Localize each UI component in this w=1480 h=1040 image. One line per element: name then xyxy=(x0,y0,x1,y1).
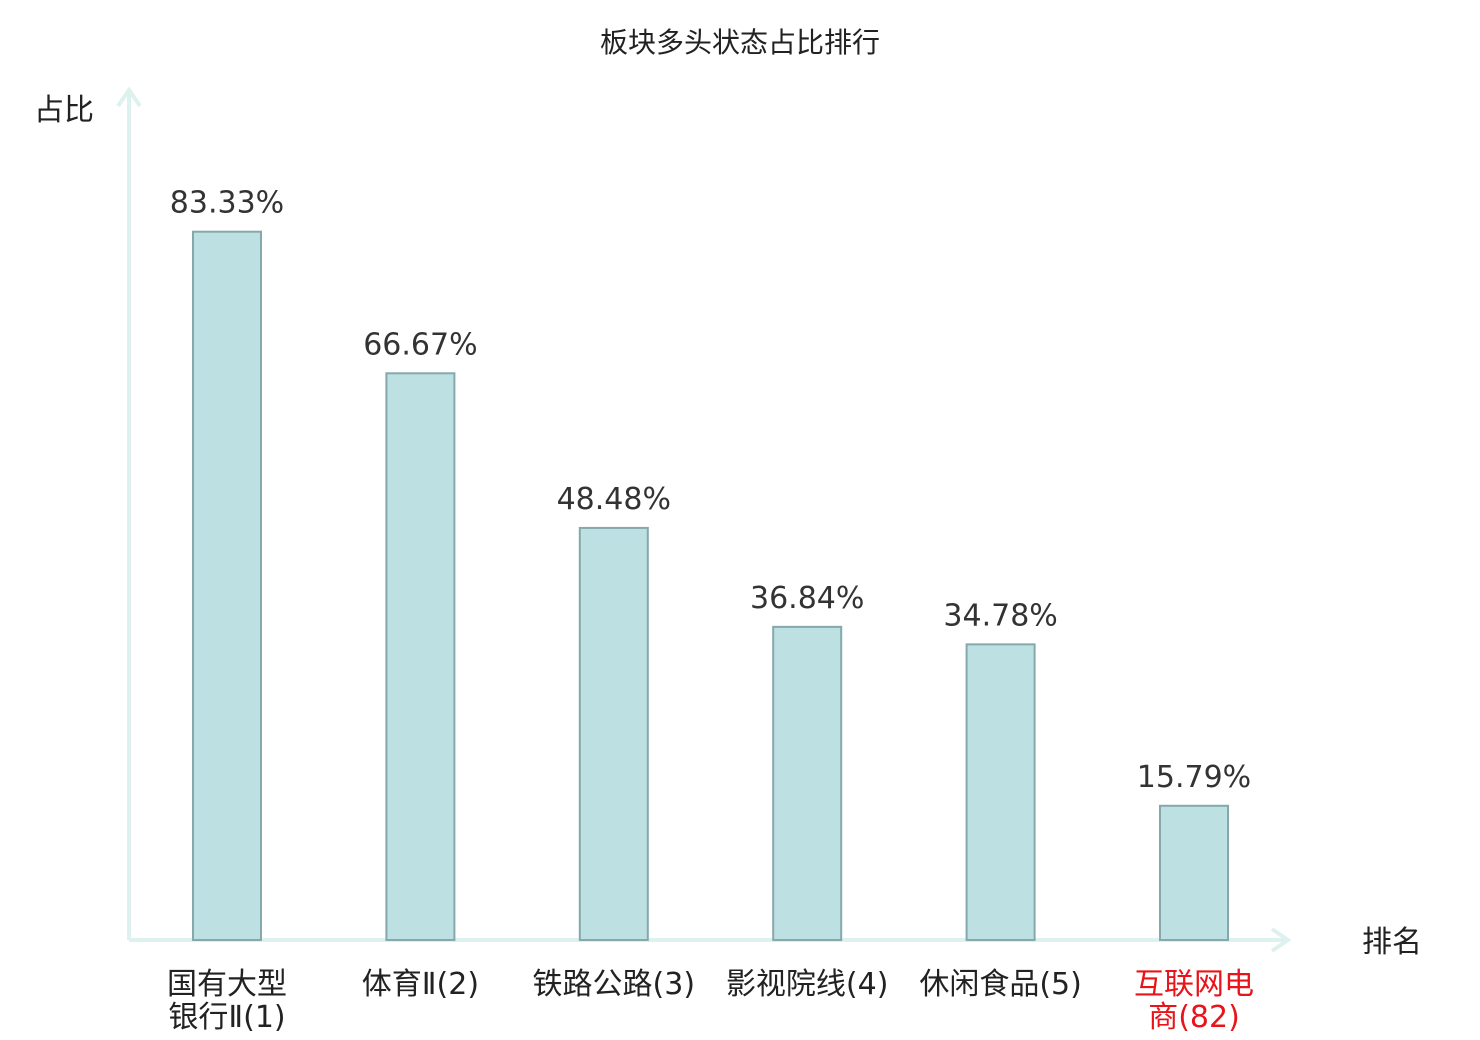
category-tick-label: 影视院线(4) xyxy=(726,967,889,1002)
data-label: 34.78% xyxy=(943,598,1057,633)
data-label: 83.33% xyxy=(170,186,284,221)
bar xyxy=(772,625,843,941)
bars xyxy=(192,230,1229,941)
value-labels: 83.33% 66.67% 48.48% 36.84% 34.78% 15.79% xyxy=(170,186,1251,795)
axes xyxy=(116,86,1292,953)
x-axis-arrow-icon xyxy=(1270,927,1292,953)
chart-title: 板块多头状态占比排行 xyxy=(600,26,880,59)
y-axis-label: 占比 xyxy=(34,93,94,128)
category-tick-label: 银行Ⅱ(1) xyxy=(168,1000,285,1035)
data-label: 48.48% xyxy=(557,482,671,517)
bar xyxy=(578,526,649,941)
category-tick-label: 商(82) xyxy=(1148,1000,1240,1035)
data-label: 66.67% xyxy=(363,327,477,362)
x-axis-label: 排名 xyxy=(1362,925,1422,960)
bar xyxy=(385,372,456,941)
data-label: 15.79% xyxy=(1137,760,1251,795)
category-tick-label: 休闲食品(5) xyxy=(919,967,1082,1002)
category-tick-label: 互联网电 xyxy=(1134,967,1254,1002)
data-label: 36.84% xyxy=(750,581,864,616)
category-tick-label: 体育Ⅱ(2) xyxy=(362,967,479,1002)
y-axis-arrow-icon xyxy=(116,86,142,108)
bar xyxy=(192,230,262,941)
category-tick-label: 铁路公路(3) xyxy=(533,967,696,1002)
category-tick-label: 国有大型 xyxy=(167,967,287,1002)
bar xyxy=(1159,804,1229,941)
bar xyxy=(965,643,1036,941)
